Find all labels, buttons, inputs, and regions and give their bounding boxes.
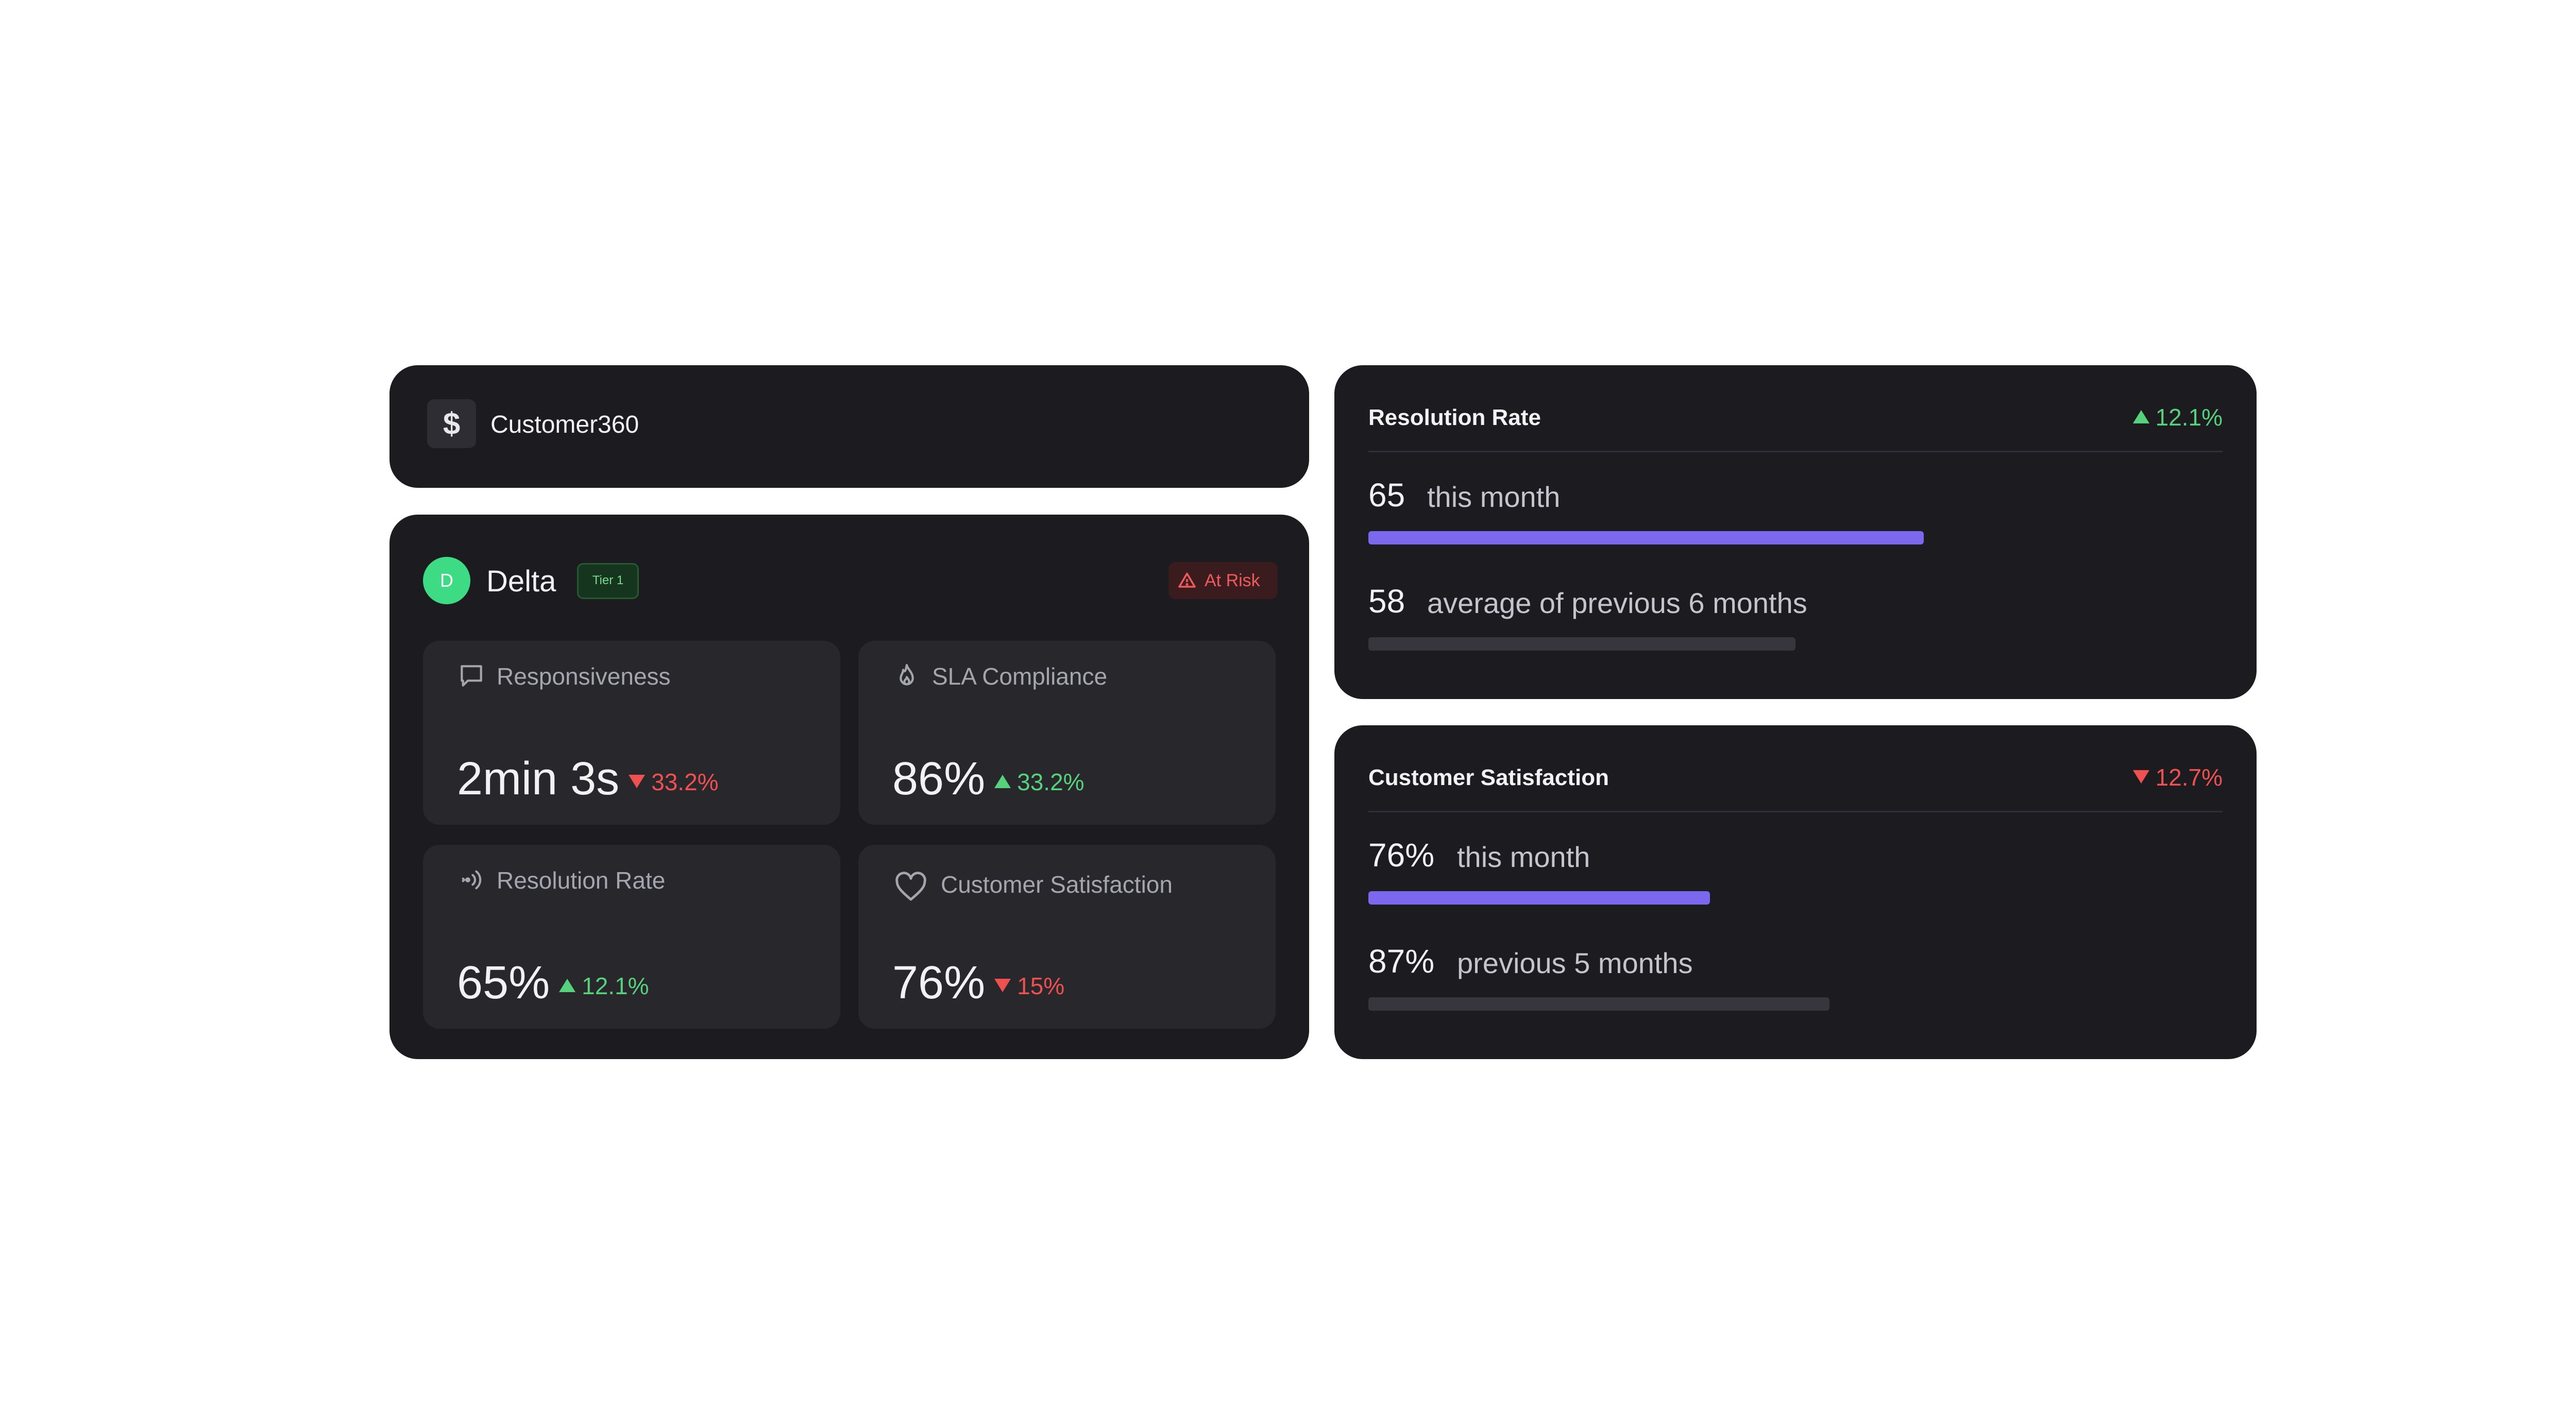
metric-delta: 12.1% <box>559 973 649 999</box>
previous-value: 87% <box>1368 943 1435 980</box>
metric-tile-resolution-rate[interactable]: Resolution Rate 65% 12.1% <box>423 845 840 1029</box>
triangle-down-icon <box>2132 770 2149 784</box>
triangle-up-icon <box>2132 410 2149 423</box>
metric-delta: 33.2% <box>629 769 719 795</box>
panel-delta: 12.1% <box>2132 403 2223 431</box>
panel-title: Customer Satisfaction <box>1368 765 1609 790</box>
triangle-down-icon <box>629 775 646 788</box>
current-value: 65 <box>1368 476 1405 514</box>
current-label: this month <box>1427 481 1561 513</box>
tier-badge: Tier 1 <box>577 563 639 599</box>
app-title: Customer360 <box>490 411 639 438</box>
metric-delta: 33.2% <box>994 769 1084 795</box>
avatar[interactable]: D <box>423 557 470 604</box>
status-badge: At Risk <box>1168 562 1278 599</box>
flame-icon <box>900 663 914 686</box>
metric-label: SLA Compliance <box>932 663 1108 690</box>
warning-icon <box>1178 572 1196 588</box>
resolution-rate-panel: Resolution Rate 12.1% 65 this month 58 a… <box>1334 365 2257 699</box>
metric-delta: 15% <box>994 973 1064 999</box>
metric-tile-responsiveness[interactable]: Responsiveness 2min 3s 33.2% <box>423 641 840 825</box>
previous-bar <box>1368 637 1795 651</box>
previous-label: average of previous 6 months <box>1427 587 1807 619</box>
metric-value: 65% <box>457 957 550 1009</box>
divider <box>1368 451 2223 452</box>
metric-label: Resolution Rate <box>497 867 666 894</box>
current-bar <box>1368 531 1924 544</box>
triangle-down-icon <box>994 979 1011 992</box>
metric-value: 86% <box>892 753 986 805</box>
metric-value: 76% <box>892 957 986 1009</box>
panel-title: Resolution Rate <box>1368 405 1541 430</box>
app-header-card: $ Customer360 <box>389 365 1309 488</box>
previous-value: 58 <box>1368 583 1405 620</box>
heart-icon <box>895 872 926 901</box>
metric-tile-sla-compliance[interactable]: SLA Compliance 86% 33.2% <box>858 641 1276 825</box>
dollar-icon: $ <box>427 399 476 448</box>
account-card: D Delta Tier 1 At Risk Responsiveness 2m… <box>389 515 1309 1059</box>
metric-label: Responsiveness <box>497 663 671 690</box>
metric-tile-customer-satisfaction[interactable]: Customer Satisfaction 76% 15% <box>858 845 1276 1029</box>
current-value: 76% <box>1368 837 1435 874</box>
metric-label: Customer Satisfaction <box>941 871 1173 898</box>
triangle-up-icon <box>994 775 1011 788</box>
broadcast-icon <box>462 870 482 890</box>
message-icon <box>461 665 482 687</box>
metric-value: 2min 3s <box>457 753 620 805</box>
previous-label: previous 5 months <box>1457 947 1693 979</box>
panel-delta: 12.7% <box>2132 763 2223 791</box>
previous-bar <box>1368 997 1829 1011</box>
current-bar <box>1368 891 1710 905</box>
customer-satisfaction-panel: Customer Satisfaction 12.7% 76% this mon… <box>1334 725 2257 1059</box>
triangle-up-icon <box>559 979 576 992</box>
divider <box>1368 811 2223 812</box>
status-label: At Risk <box>1205 571 1260 590</box>
current-label: this month <box>1457 841 1590 873</box>
account-name[interactable]: Delta <box>486 565 556 598</box>
